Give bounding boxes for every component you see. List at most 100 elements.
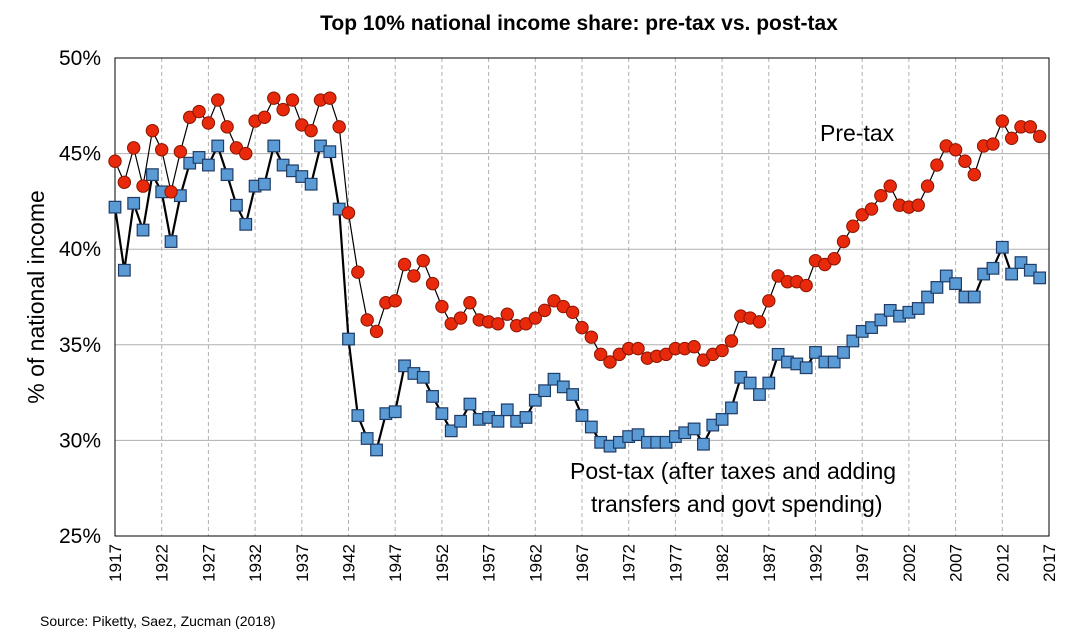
pretax-point	[416, 253, 430, 268]
posttax-point	[435, 407, 449, 421]
x-tick-label: 1997	[853, 544, 872, 582]
posttax-point	[463, 397, 477, 411]
pretax-point	[145, 123, 160, 138]
x-axis: 1917 1922 1927 1932 1937 1942 1947 1952 1957 1962…	[106, 544, 1059, 582]
posttax-point	[715, 412, 729, 426]
x-tick-label: 1977	[666, 544, 685, 582]
posttax-point	[547, 372, 561, 386]
pretax-point	[369, 324, 384, 339]
posttax-point	[370, 443, 383, 457]
x-tick-label: 2007	[947, 544, 966, 582]
pretax-point	[239, 146, 253, 161]
pretax-point	[575, 320, 589, 335]
posttax-point	[342, 332, 355, 346]
posttax-point	[799, 361, 813, 375]
pretax-point	[351, 265, 365, 279]
posttax-point	[230, 198, 243, 212]
x-tick-label: 1952	[433, 544, 452, 582]
posttax-point	[164, 235, 178, 248]
pretax-annotation: Pre-tax	[820, 120, 895, 146]
x-tick-label: 1932	[246, 544, 265, 582]
pretax-point	[397, 257, 412, 272]
pretax-point	[715, 343, 729, 358]
posttax-point	[827, 355, 841, 369]
pretax-point	[360, 313, 374, 327]
posttax-point	[753, 388, 766, 401]
pretax-point	[276, 102, 290, 117]
posttax-point	[398, 359, 411, 373]
posttax-point	[304, 177, 318, 191]
posttax-point	[687, 422, 701, 436]
pretax-point	[603, 355, 617, 369]
pretax-point	[687, 340, 701, 354]
posttax-point	[323, 145, 337, 159]
posttax-point	[454, 414, 467, 428]
pretax-point	[1032, 129, 1047, 144]
pretax-point	[211, 93, 225, 107]
y-tick-label: 25%	[59, 525, 101, 548]
x-tick-label: 1922	[153, 544, 172, 582]
pretax-point	[332, 120, 346, 134]
posttax-point	[837, 346, 850, 359]
pretax-point	[1023, 120, 1038, 134]
posttax-point	[388, 405, 402, 419]
x-tick-label: 1962	[526, 544, 545, 582]
pretax-point	[192, 104, 206, 119]
pretax-point	[155, 143, 169, 157]
pretax-point	[948, 143, 963, 157]
posttax-point	[528, 393, 542, 407]
posttax-point	[986, 261, 1000, 275]
pretax-point	[117, 175, 132, 189]
pretax-point	[995, 114, 1009, 128]
pretax-point	[220, 120, 234, 134]
y-tick-label: 40%	[59, 238, 101, 261]
posttax-point	[519, 411, 533, 424]
posttax-point	[538, 384, 552, 398]
pretax-point	[173, 144, 188, 159]
posttax-point	[584, 420, 598, 434]
pretax-point	[164, 185, 178, 199]
pretax-point	[435, 299, 449, 314]
x-tick-label: 1992	[807, 544, 826, 582]
pretax-point	[285, 93, 300, 107]
posttax-point	[967, 290, 981, 304]
posttax-point	[809, 346, 822, 359]
pretax-point	[967, 167, 981, 182]
x-tick-label: 1947	[386, 544, 405, 582]
posttax-point	[865, 321, 878, 334]
pretax-point	[827, 252, 841, 266]
pretax-point	[1004, 131, 1019, 146]
pretax-point	[920, 179, 935, 193]
series-markers	[108, 91, 1047, 457]
posttax-point	[911, 302, 925, 315]
pretax-point	[108, 154, 122, 168]
pretax-point	[799, 278, 813, 293]
posttax-point	[444, 424, 458, 438]
x-tick-label: 2017	[1040, 544, 1059, 582]
posttax-point	[239, 217, 253, 231]
posttax-point	[267, 139, 281, 153]
y-tick-label: 45%	[59, 143, 101, 166]
posttax-point	[556, 380, 570, 394]
pretax-point	[126, 141, 141, 155]
posttax-point	[220, 168, 234, 182]
posttax-point	[743, 376, 757, 390]
x-tick-label: 1957	[480, 544, 499, 582]
x-tick-label: 1967	[573, 544, 592, 582]
y-axis: 25% 30% 35% 40% 45% 50%	[59, 47, 101, 548]
posttax-point	[921, 290, 934, 304]
posttax-point	[127, 196, 141, 210]
posttax-point	[939, 269, 953, 283]
posttax-point	[631, 428, 645, 442]
pretax-point	[883, 179, 897, 193]
posttax-point	[416, 370, 430, 384]
pretax-point	[267, 91, 281, 105]
pretax-point	[257, 110, 272, 124]
pretax-point	[453, 311, 468, 325]
pretax-point	[986, 137, 1000, 151]
posttax-point	[1023, 263, 1037, 277]
pretax-point	[304, 123, 318, 138]
pretax-point	[565, 305, 580, 319]
posttax-point	[351, 409, 365, 422]
x-tick-label: 1942	[340, 544, 359, 582]
